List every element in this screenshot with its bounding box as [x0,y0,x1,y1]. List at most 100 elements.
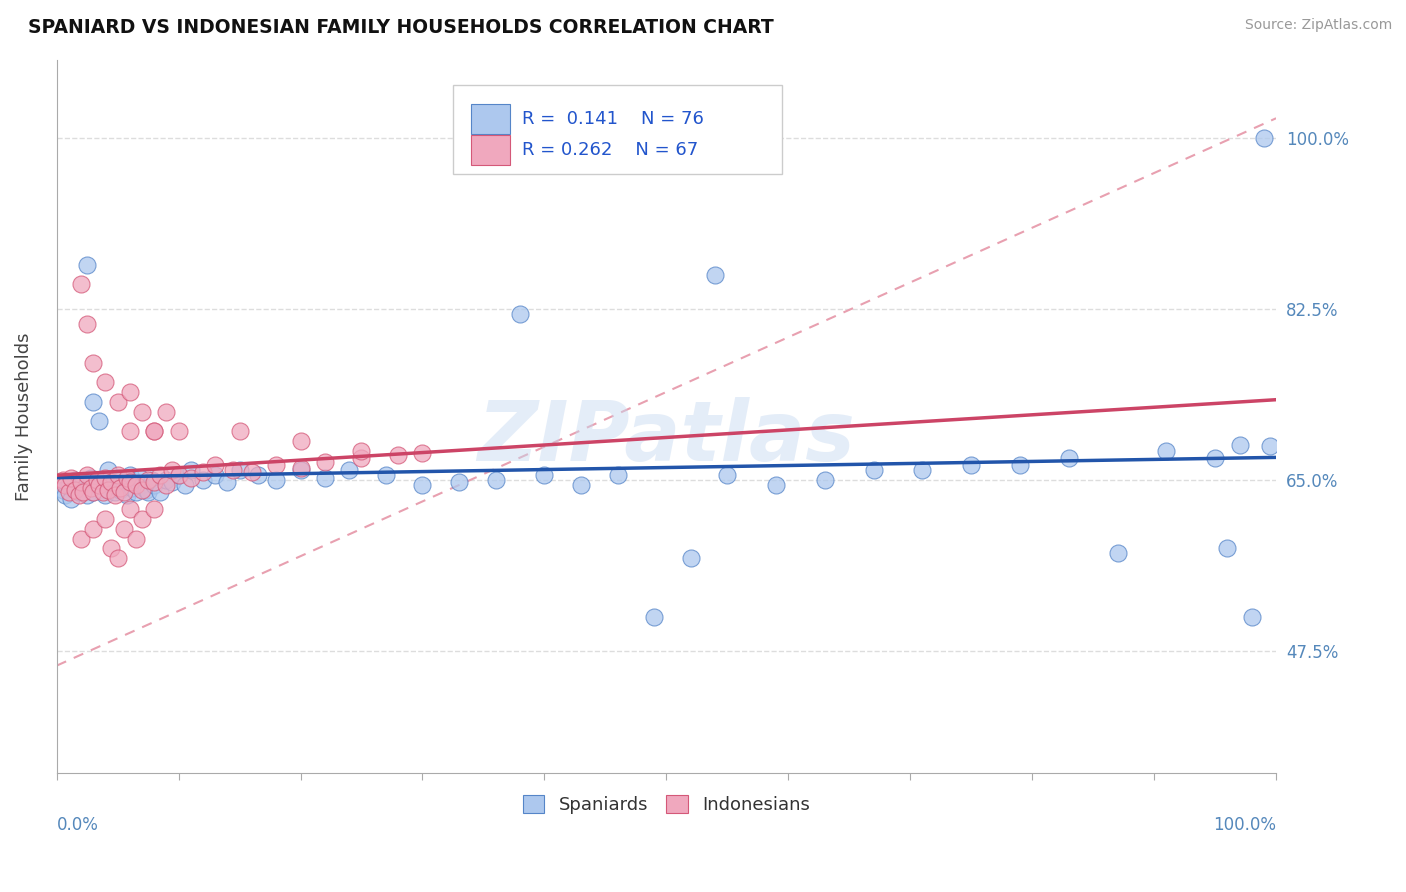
Indonesians [52,473,75,487]
Text: ZIPatlas: ZIPatlas [478,397,855,478]
Indonesians [143,424,166,438]
Text: 100.0%: 100.0% [1213,816,1277,834]
Indonesians [118,475,141,489]
Spaniards [117,487,139,501]
Indonesians [82,356,104,370]
Indonesians [411,445,433,459]
Spaniards [72,475,94,489]
Indonesians [60,471,83,485]
Spaniards [52,483,75,497]
Indonesians [82,522,104,536]
Spaniards [167,468,190,483]
Spaniards [67,484,90,499]
Spaniards [704,268,727,282]
Spaniards [1229,438,1251,452]
Indonesians [94,512,117,526]
Spaniards [1156,443,1178,458]
Spaniards [606,468,628,483]
Spaniards [180,463,202,477]
Indonesians [97,483,120,497]
Spaniards [125,484,148,499]
Spaniards [97,463,120,477]
Text: SPANIARD VS INDONESIAN FAMILY HOUSEHOLDS CORRELATION CHART: SPANIARD VS INDONESIAN FAMILY HOUSEHOLDS… [28,18,773,37]
Indonesians [112,484,135,499]
Indonesians [131,404,153,418]
Spaniards [118,468,141,483]
Spaniards [104,484,127,499]
Spaniards [100,478,122,492]
Spaniards [60,492,83,507]
Indonesians [94,375,117,389]
Spaniards [70,481,93,495]
Indonesians [91,484,114,499]
Spaniards [80,471,103,485]
Indonesians [107,551,129,566]
Indonesians [86,473,108,487]
Spaniards [91,483,114,497]
Spaniards [53,487,76,501]
Spaniards [716,468,738,483]
Indonesians [112,522,135,536]
Spaniards [1240,609,1263,624]
Indonesians [118,502,141,516]
Indonesians [143,502,166,516]
Spaniards [1258,439,1281,453]
Spaniards [447,475,470,489]
Spaniards [1057,451,1080,466]
Text: 0.0%: 0.0% [56,816,98,834]
Spaniards [58,478,80,492]
Indonesians [118,424,141,438]
Spaniards [141,473,163,487]
Spaniards [191,473,214,487]
Indonesians [70,475,93,489]
Spaniards [162,475,184,489]
Spaniards [960,458,983,473]
Spaniards [82,484,104,499]
Spaniards [314,471,336,485]
Spaniards [643,609,665,624]
Indonesians [53,478,76,492]
Spaniards [63,473,86,487]
Y-axis label: Family Households: Family Households [15,332,32,500]
Indonesians [167,468,190,483]
Indonesians [72,484,94,499]
Indonesians [350,451,373,466]
Spaniards [1008,458,1031,473]
Indonesians [70,277,93,292]
Spaniards [911,463,934,477]
Spaniards [862,463,884,477]
Indonesians [350,443,373,458]
Spaniards [374,468,396,483]
Indonesians [76,468,98,483]
Spaniards [131,478,153,492]
Spaniards [217,475,239,489]
Spaniards [173,478,195,492]
Indonesians [125,478,148,492]
Indonesians [290,461,312,475]
Spaniards [136,484,159,499]
FancyBboxPatch shape [471,103,510,134]
Spaniards [337,463,360,477]
Legend: Spaniards, Indonesians: Spaniards, Indonesians [516,788,817,822]
FancyBboxPatch shape [471,136,510,165]
Indonesians [228,424,250,438]
Indonesians [107,394,129,409]
Spaniards [107,471,129,485]
Spaniards [679,551,702,566]
Spaniards [1253,130,1275,145]
Indonesians [67,487,90,501]
Spaniards [569,478,592,492]
Text: R =  0.141    N = 76: R = 0.141 N = 76 [523,110,704,128]
Indonesians [107,468,129,483]
Indonesians [117,471,139,485]
Spaniards [509,307,531,321]
Indonesians [222,463,245,477]
Spaniards [149,484,172,499]
FancyBboxPatch shape [453,85,782,174]
Spaniards [485,473,508,487]
Indonesians [204,458,226,473]
Indonesians [167,424,190,438]
Indonesians [314,455,336,469]
Indonesians [290,434,312,448]
Indonesians [80,481,103,495]
